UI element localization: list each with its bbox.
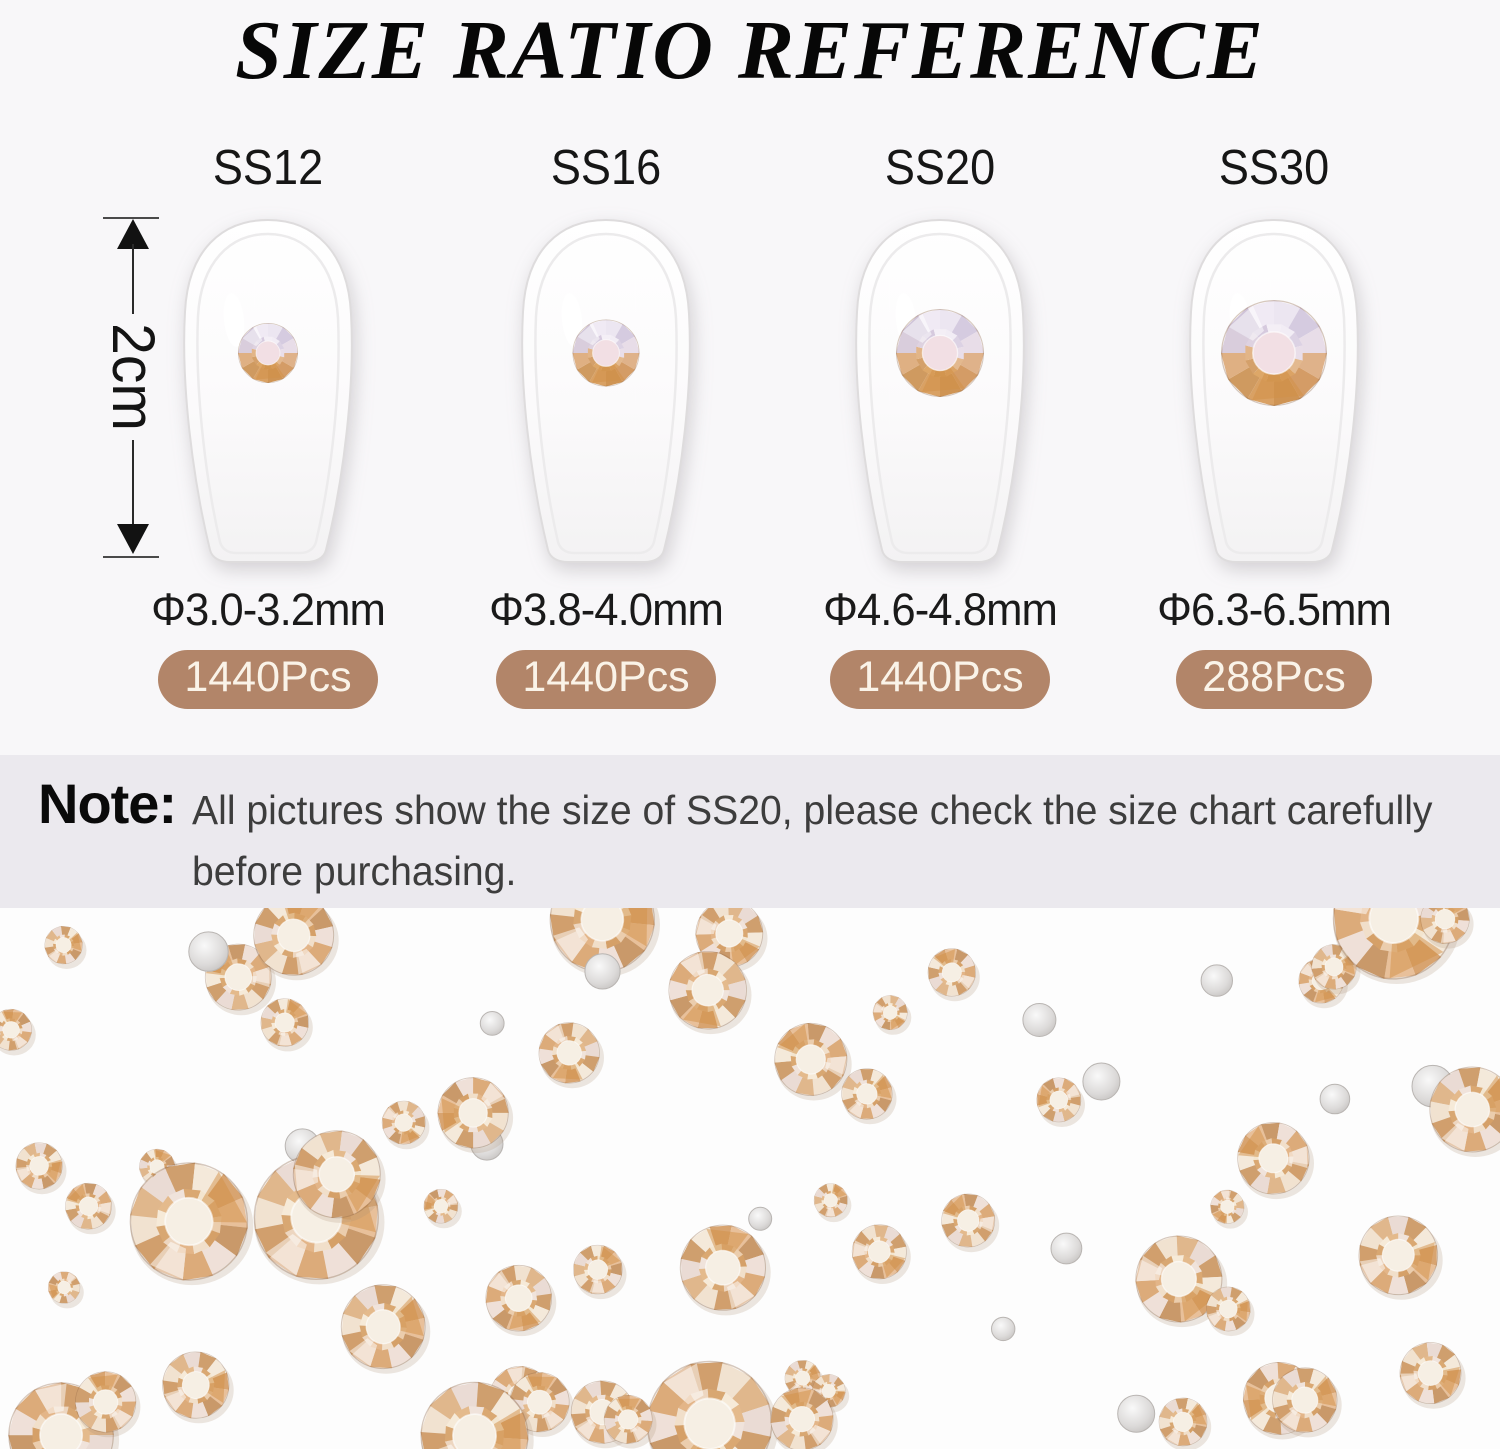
rhinestone-on-nail (237, 322, 299, 384)
rhinestone-on-nail (895, 308, 985, 398)
ruler-tick-top (103, 217, 159, 219)
diameter-label: Φ3.8-4.0mm (489, 584, 724, 635)
size-column-ss12: SS12 Φ3.0-3.2mm 1440Pcs (128, 0, 408, 760)
note-text: All pictures show the size of SS20, plea… (192, 780, 1500, 902)
nail-tip-illustration (168, 210, 368, 565)
size-label: SS20 (884, 141, 996, 195)
note-band: Note: All pictures show the size of SS20… (0, 755, 1500, 908)
piece-count-badge: 1440Pcs (158, 650, 378, 709)
note-line-1: All pictures show the size of SS20, plea… (192, 787, 1433, 833)
piece-count-badge: 288Pcs (1176, 650, 1372, 709)
rhinestone-on-nail (571, 318, 641, 388)
size-label: SS12 (212, 141, 324, 195)
size-label: SS30 (1218, 141, 1330, 195)
diameter-label: Φ4.6-4.8mm (823, 584, 1058, 635)
ruler-tick-bottom (103, 556, 159, 558)
ruler-arrow-down-icon (117, 524, 149, 554)
piece-count-badge: 1440Pcs (830, 650, 1050, 709)
ruler-shaft-upper (132, 244, 134, 314)
diameter-label: Φ3.0-3.2mm (151, 584, 386, 635)
size-label: SS16 (550, 141, 662, 195)
rhinestones-scatter (0, 908, 1500, 1449)
note-heading: Note: (38, 772, 177, 835)
rhinestone-on-nail (1220, 299, 1328, 407)
diameter-label: Φ6.3-6.5mm (1157, 584, 1392, 635)
size-column-ss16: SS16 Φ3.8-4.0mm 1440Pcs (466, 0, 746, 760)
rhinestones-photo (0, 908, 1500, 1449)
note-line-2: before purchasing. (192, 848, 517, 894)
piece-count-badge: 1440Pcs (496, 650, 716, 709)
size-column-ss20: SS20 Φ4.6-4.8mm 1440Pcs (800, 0, 1080, 760)
nail-tip-illustration (1174, 210, 1374, 565)
page-title: SIZE RATIO REFERENCE (235, 4, 1265, 97)
nail-tip-illustration (506, 210, 706, 565)
size-column-ss30: SS30 Φ6.3-6.5mm 288Pcs (1134, 0, 1414, 760)
ruler-shaft-lower (132, 440, 134, 530)
nail-tip-illustration (840, 210, 1040, 565)
